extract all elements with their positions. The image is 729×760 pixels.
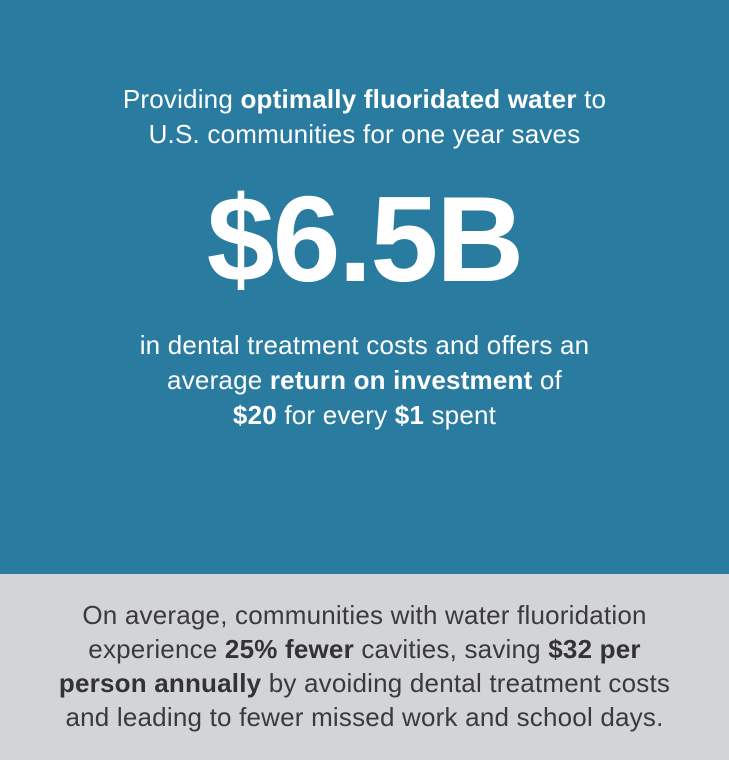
roi-amount: $20 bbox=[232, 400, 277, 430]
detail-line-3: $20 for every $1 spent bbox=[0, 398, 729, 433]
intro-line-1-text: Providing bbox=[122, 84, 241, 114]
per-person-stat-start: $32 per bbox=[548, 634, 641, 664]
spend-amount: $1 bbox=[394, 400, 425, 430]
footer-line-1: On average, communities with water fluor… bbox=[82, 600, 647, 630]
cavities-stat: 25% fewer bbox=[224, 634, 354, 664]
detail-line-2-tail: of bbox=[532, 365, 562, 395]
detail-line-3-tail: spent bbox=[424, 400, 497, 430]
footer-line-2-text: experience bbox=[88, 634, 225, 664]
footer-line-3: person annually by avoiding dental treat… bbox=[0, 666, 729, 700]
detail-paragraph: in dental treatment costs and offers an … bbox=[0, 328, 729, 433]
intro-line-1-highlight: optimally fluoridated water bbox=[240, 84, 577, 114]
hero-section: Providing optimally fluoridated water to… bbox=[0, 0, 729, 574]
footer-line-3-tail: by avoiding dental treatment costs bbox=[261, 668, 671, 698]
detail-line-3-text: for every bbox=[276, 400, 395, 430]
intro-line-1-tail: to bbox=[576, 84, 607, 114]
savings-amount: $6.5B bbox=[206, 171, 525, 307]
footer-line-4: and leading to fewer missed work and sch… bbox=[65, 702, 664, 732]
intro-line-1: Providing optimally fluoridated water to bbox=[0, 82, 729, 117]
intro-paragraph: Providing optimally fluoridated water to… bbox=[0, 82, 729, 152]
per-person-stat-end: person annually bbox=[58, 668, 262, 698]
footer-line-2: experience 25% fewer cavities, saving $3… bbox=[0, 632, 729, 666]
footer-line-2-mid: cavities, saving bbox=[353, 634, 549, 664]
detail-line-2-text: average bbox=[167, 365, 270, 395]
detail-line-1: in dental treatment costs and offers an bbox=[139, 330, 590, 360]
detail-line-2-highlight: return on investment bbox=[269, 365, 533, 395]
intro-line-2: U.S. communities for one year saves bbox=[148, 119, 581, 149]
detail-line-2: average return on investment of bbox=[0, 363, 729, 398]
stat-footer-section: On average, communities with water fluor… bbox=[0, 574, 729, 760]
